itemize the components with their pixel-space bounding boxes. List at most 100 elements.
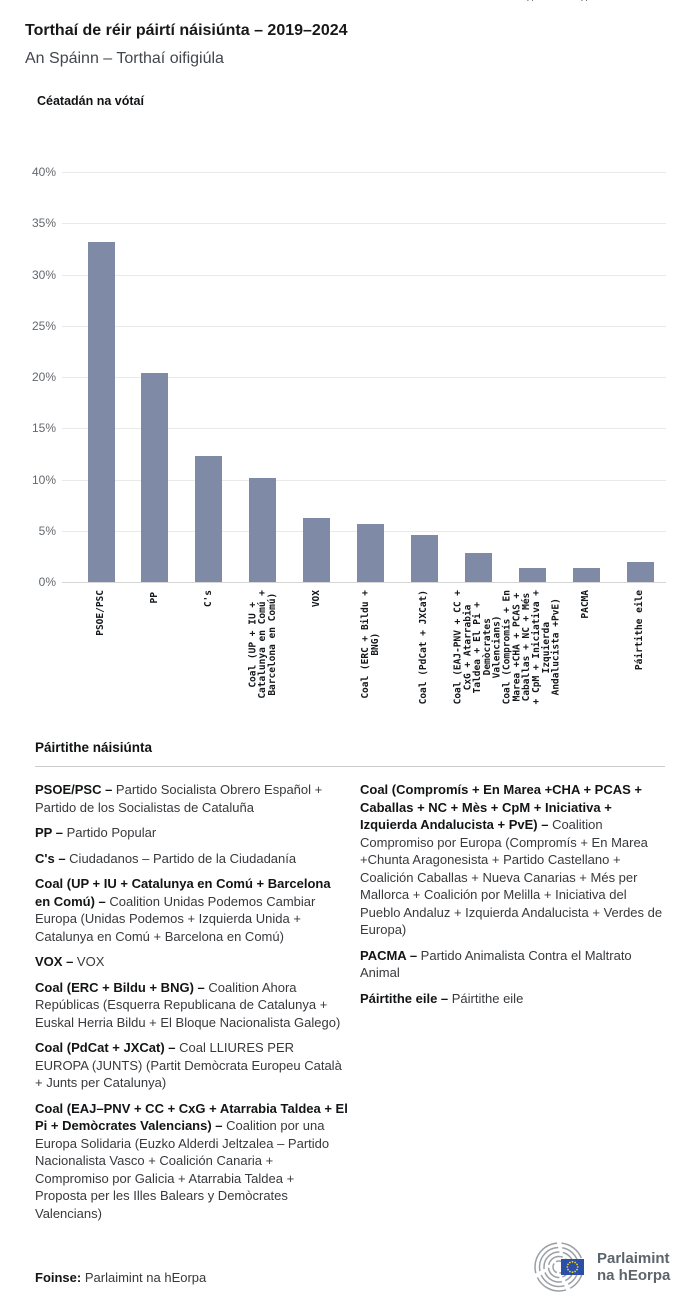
- legend-entry: PP – Partido Popular: [35, 824, 349, 842]
- european-parliament-logo: Parlaimint na hEorpa: [530, 1242, 670, 1292]
- legend-column-left: PSOE/PSC – Partido Socialista Obrero Esp…: [35, 781, 349, 1230]
- legend-entry-description: VOX: [76, 954, 105, 969]
- x-axis-tick-label: Coal (PdCat + JXCat): [418, 590, 430, 709]
- bar-value-label: 1.33: [525, 0, 536, 1]
- bar: [141, 373, 169, 582]
- source-value: Parlaimint na hEorpa: [84, 1270, 207, 1285]
- gridline: [62, 479, 666, 481]
- source-label: Foinse:: [35, 1270, 82, 1285]
- y-axis-tick-label: 0%: [38, 575, 56, 589]
- x-axis-tick-label: Coal (EAJ-PNV + CC + CxG + Atarrabia Tal…: [452, 590, 503, 709]
- x-axis-tick-label: C's: [202, 590, 214, 612]
- legend-column-right: Coal (Compromís + En Marea +CHA + PCAS +…: [360, 781, 666, 1015]
- x-axis-tick-label-text: VOX: [310, 590, 322, 608]
- x-axis-tick-label: Coal (ERC + Bildu + BNG): [359, 590, 381, 704]
- y-axis-tick-label: 5%: [38, 523, 56, 538]
- bar: [626, 561, 654, 582]
- legend-entry: PACMA – Partido Animalista Contra el Mal…: [360, 947, 666, 982]
- legend-entry: VOX – VOX: [35, 953, 349, 971]
- x-axis-tick-label: Coal (Compromís + En Marea +CHA + PCAS +…: [501, 590, 562, 709]
- page-subtitle: An Spáinn – Torthaí oifigiúla: [25, 50, 224, 67]
- legend-entry-name: Coal (ERC + Bildu + BNG) –: [35, 979, 209, 995]
- bar: [249, 477, 277, 582]
- y-axis-tick-label: 20%: [31, 370, 56, 384]
- gridline: [62, 377, 666, 378]
- legend-entry-description: Ciudadanos – Partido de la Ciudadanía: [69, 850, 297, 866]
- legend-entry-name: Páirtithe eile –: [360, 990, 452, 1006]
- legend-entry-description: Partido Popular: [66, 825, 157, 840]
- x-axis-tick-label: Coal (UP + IU + Catalunya en Comú + Barc…: [246, 590, 278, 704]
- x-axis-tick-label: PP: [148, 590, 160, 608]
- x-axis-tick-label: Páirtithe eile: [634, 590, 646, 675]
- x-axis-tick-label-text: Coal (Compromís + En Marea +CHA + PCAS +…: [501, 590, 562, 705]
- legend-entry-description: Partido Socialista Obrero Español + Part…: [35, 782, 323, 815]
- y-axis-tick-label: 25%: [31, 318, 56, 333]
- gridline: [62, 172, 666, 173]
- page-title: Torthaí de réir páirtí náisiúnta – 2019–…: [25, 22, 348, 39]
- bar-value-label: 1.33: [579, 0, 590, 1]
- ep-hemicycle-flag-icon: [534, 1242, 584, 1292]
- gridline: [62, 582, 666, 583]
- legend-entry-description: Coalition Compromiso por Europa (Comprom…: [360, 817, 663, 937]
- legend-entry-description: Coalition por una Europa Solidaria (Euzk…: [35, 1118, 330, 1221]
- y-axis-tick-label: 10%: [31, 472, 56, 487]
- legend-entry-name: Coal (EAJ–PNV + CC + CxG + Atarrabia Tal…: [35, 1100, 348, 1134]
- logo-text-line1: Parlaimint: [597, 1250, 670, 1267]
- x-axis-tick-label-text: Coal (ERC + Bildu + BNG): [359, 590, 381, 699]
- legend-entry-name: Coal (Compromís + En Marea +CHA + PCAS +…: [360, 782, 642, 832]
- y-axis-tick-label: 40%: [31, 165, 56, 179]
- x-axis-tick-label-text: PP: [148, 591, 160, 603]
- x-axis-tick-label-text: C's: [202, 590, 214, 608]
- x-axis-tick-label-text: PSOE/PSC: [95, 590, 107, 636]
- logo-text-line2: na hEorpa: [597, 1267, 671, 1284]
- legend-title: Páirtithe náisiúnta: [35, 740, 153, 755]
- legend-entry-name: C's –: [35, 850, 70, 866]
- x-axis-tick-label-text: Coal (UP + IU + Catalunya en Comú + Barc…: [246, 590, 278, 699]
- legend-entry-name: PSOE/PSC –: [35, 782, 116, 797]
- y-axis-tick-label: 35%: [31, 216, 56, 231]
- logo-text: Parlaimint na hEorpa: [597, 1250, 670, 1284]
- gridline: [62, 223, 666, 225]
- x-axis-tick-label: PACMA: [580, 590, 592, 624]
- bar: [195, 455, 223, 582]
- y-axis-tick-label: 30%: [31, 267, 56, 282]
- legend-entry-description: Coal LLIURES PER EUROPA (JUNTS) (Partit …: [35, 1040, 342, 1090]
- legend-entry-description: Coalition Unidas Podemos Cambiar Europa …: [35, 893, 316, 944]
- legend-entry-name: PACMA –: [360, 947, 421, 963]
- source-line: Foinse: Parlaimint na hEorpa: [35, 1270, 206, 1285]
- legend-divider: [35, 766, 665, 767]
- y-axis-tick-label: 15%: [31, 421, 56, 436]
- bar-chart: 0%5%10%15%20%25%30%35%40%33.18PSOE/PSC20…: [31, 0, 666, 709]
- chart-section-label: Céatadán na vótaí: [37, 94, 144, 108]
- legend-entry: Coal (PdCat + JXCat) – Coal LLIURES PER …: [35, 1039, 349, 1092]
- legend-entry: PSOE/PSC – Partido Socialista Obrero Esp…: [35, 781, 349, 816]
- bar: [303, 517, 331, 582]
- gridline: [62, 274, 666, 276]
- legend-entry-description: Partido Animalista Contra el Maltrato An…: [360, 947, 632, 981]
- bar: [518, 568, 546, 582]
- legend-entry-name: PP –: [35, 825, 67, 840]
- x-axis-tick-label-text: PACMA: [580, 590, 592, 619]
- legend-entry-description: Páirtithe eile: [451, 990, 524, 1006]
- legend-entry: Coal (ERC + Bildu + BNG) – Coalition Aho…: [35, 979, 349, 1032]
- legend-entry-name: Coal (PdCat + JXCat) –: [35, 1040, 180, 1055]
- x-axis-tick-label-text: Páirtithe eile: [634, 590, 646, 671]
- legend-entry: Páirtithe eile – Páirtithe eile: [360, 990, 666, 1008]
- legend-entry: C's – Ciudadanos – Partido de la Ciudada…: [35, 850, 349, 868]
- legend-entry-name: VOX –: [35, 954, 77, 969]
- gridline: [62, 325, 666, 327]
- x-axis-tick-label-text: Coal (EAJ-PNV + CC + CxG + Atarrabia Tal…: [452, 590, 503, 705]
- legend-entry: Coal (EAJ–PNV + CC + CxG + Atarrabia Tal…: [35, 1100, 349, 1223]
- bar: [464, 552, 492, 582]
- bar: [357, 524, 384, 582]
- legend-entry: Coal (Compromís + En Marea +CHA + PCAS +…: [360, 781, 666, 939]
- legend-entry: Coal (UP + IU + Catalunya en Comú + Barc…: [35, 875, 349, 945]
- x-axis-tick-label: VOX: [310, 590, 322, 612]
- x-axis-tick-label: PSOE/PSC: [95, 590, 107, 641]
- x-axis-tick-label-text: Coal (PdCat + JXCat): [418, 590, 430, 705]
- gridline: [62, 428, 666, 430]
- legend-entry-name: Coal (UP + IU + Catalunya en Comú + Barc…: [35, 876, 331, 909]
- legend-entry-description: Coalition Ahora Repúblicas (Esquerra Rep…: [35, 979, 341, 1030]
- bar: [572, 568, 600, 582]
